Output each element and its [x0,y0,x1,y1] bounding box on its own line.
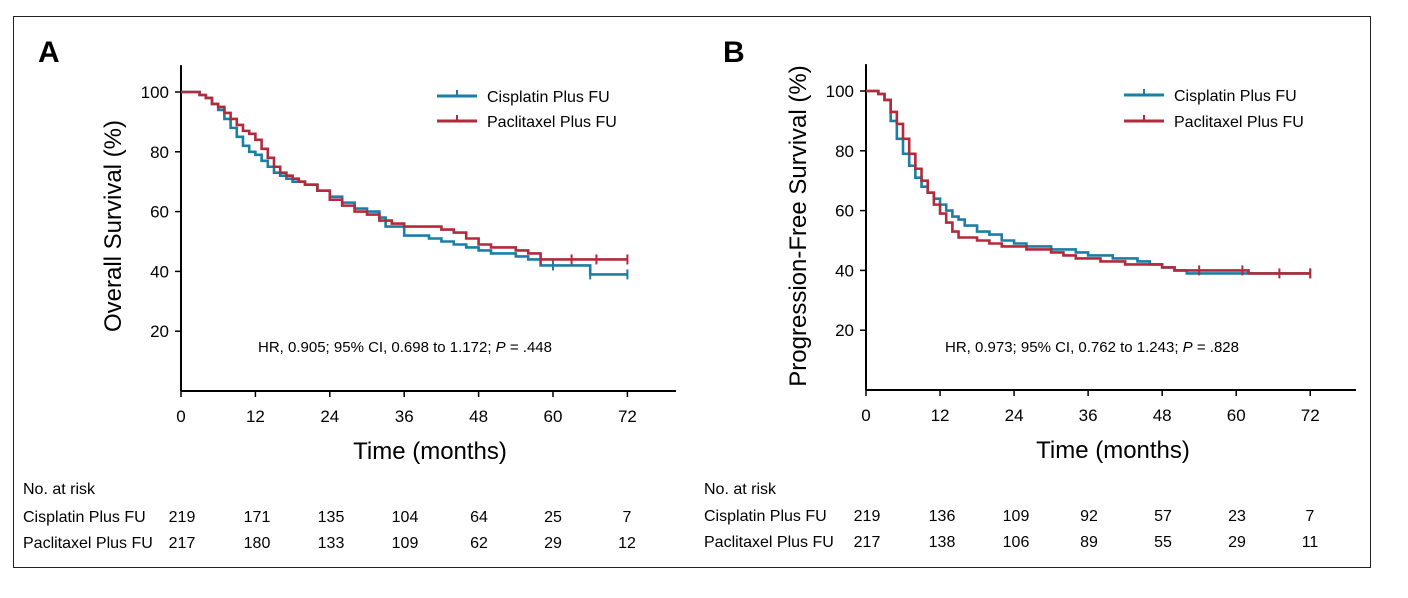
panel-b-x-tick-label: 0 [861,406,870,425]
panel-b-risk-value: 136 [929,508,956,525]
panel-a-hr-annotation: HR, 0.905; 95% CI, 0.698 to 1.172; P = .… [258,339,552,356]
panel-b-y-axis-title: Progression-Free Survival (%) [785,65,812,386]
panel-a-risk-value: 133 [318,535,345,552]
panel-a-risk-value: 104 [392,509,419,526]
panel-b-risk-header: No. at risk [704,481,777,498]
panel-b-hr-p-label: P [1183,339,1193,356]
panel-b-x-tick-label: 36 [1079,406,1098,425]
panel-b-risk-value: 217 [854,534,881,551]
panel-a-x-tick-label: 60 [544,407,563,426]
panel-a-risk-value: 217 [169,535,196,552]
panel-b-risk-value: 11 [1302,534,1319,551]
panel-b-y-tick-label: 40 [835,261,854,280]
panel-b-risk-value: 57 [1154,508,1172,525]
panel-a-risk-row-label: Cisplatin Plus FU [23,509,146,526]
panel-a-risk-value: 64 [470,509,488,526]
panel-a-risk-value: 109 [392,535,419,552]
panel-a-risk-value: 29 [544,535,562,552]
panel-b-x-tick-label: 60 [1227,406,1246,425]
panel-a-risk-value: 62 [470,535,488,552]
panel-b-risk-value: 219 [854,508,881,525]
panel-b-y-tick-label: 80 [835,142,854,161]
panel-b-risk-value: 109 [1003,508,1030,525]
panel-b-series-2-curve [866,89,1311,275]
panel-b-y-tick-label: 100 [826,82,854,101]
panel-a-risk-value: 219 [169,509,196,526]
panel-a-letter: A [38,36,60,69]
panel-b-legend-label-1: Cisplatin Plus FU [1174,88,1297,105]
panel-a-y-tick-label: 40 [150,262,169,281]
panel-a-risk-row-label: Paclitaxel Plus FU [23,535,153,552]
panel-b-risk-value: 7 [1306,508,1315,525]
panel-b-risk-value: 106 [1003,534,1030,551]
panel-a-risk-value: 7 [623,509,632,526]
panel-b-y-tick-label: 60 [835,202,854,221]
panel-a-x-tick-label: 72 [618,407,637,426]
panel-a-x-axis-title: Time (months) [353,438,507,465]
panel-a-x-tick-label: 36 [395,407,414,426]
panel-a-risk-value: 135 [318,509,345,526]
panel-b-x-tick-label: 72 [1301,406,1320,425]
panel-b-hr-p-value: = .828 [1193,339,1239,356]
panel-a-hr-p-label: P [496,339,506,356]
panel-b-x-tick-label: 48 [1153,406,1172,425]
panel-b-y-tick-label: 20 [835,321,854,340]
panel-a-y-tick-label: 60 [150,203,169,222]
panel-a-risk-value: 171 [244,509,271,526]
panel-a-risk-value: 12 [618,535,636,552]
panel-b-hr-annotation: HR, 0.973; 95% CI, 0.762 to 1.243; P = .… [945,339,1239,356]
panel-b-risk-value: 55 [1154,534,1172,551]
panel-a-y-tick-label: 20 [150,322,169,341]
panel-b-risk-value: 92 [1080,508,1098,525]
panel-a-legend-label-1: Cisplatin Plus FU [487,89,610,106]
panel-b-risk-value: 29 [1228,534,1246,551]
panel-b-hr-prefix: HR, 0.973; 95% CI, 0.762 to 1.243; [945,339,1183,356]
panel-b-x-axis-title: Time (months) [1036,437,1190,464]
panel-b-risk-row-label: Cisplatin Plus FU [704,508,827,525]
panel-a-y-tick-label: 100 [141,83,169,102]
panel-a-hr-p-value: = .448 [506,339,552,356]
panel-b-risk-row-label: Paclitaxel Plus FU [704,534,834,551]
panel-a-risk-value: 180 [244,535,271,552]
panel-a-series-2-curve [181,90,628,261]
panel-a-y-axis-title: Overall Survival (%) [100,120,127,332]
panel-a-risk-value: 25 [544,509,562,526]
panel-a-legend-label-2: Paclitaxel Plus FU [487,114,617,131]
panel-a-risk-header: No. at risk [23,481,96,498]
panel-b-letter: B [723,36,745,69]
panel-b-risk-value: 23 [1228,508,1246,525]
panel-a-x-tick-label: 48 [469,407,488,426]
panel-a-x-tick-label: 24 [320,407,339,426]
panel-b-x-tick-label: 24 [1005,406,1024,425]
panel-a-x-tick-label: 12 [246,407,265,426]
panel-b-risk-value: 138 [929,534,956,551]
panel-a-hr-prefix: HR, 0.905; 95% CI, 0.698 to 1.172; [258,339,496,356]
figure-frame [13,16,1371,568]
panel-b-risk-value: 89 [1080,534,1098,551]
panel-a-x-tick-label: 0 [176,407,185,426]
panel-a-y-tick-label: 80 [150,143,169,162]
panel-b-legend-label-2: Paclitaxel Plus FU [1174,114,1304,131]
panel-b-x-tick-label: 12 [931,406,950,425]
